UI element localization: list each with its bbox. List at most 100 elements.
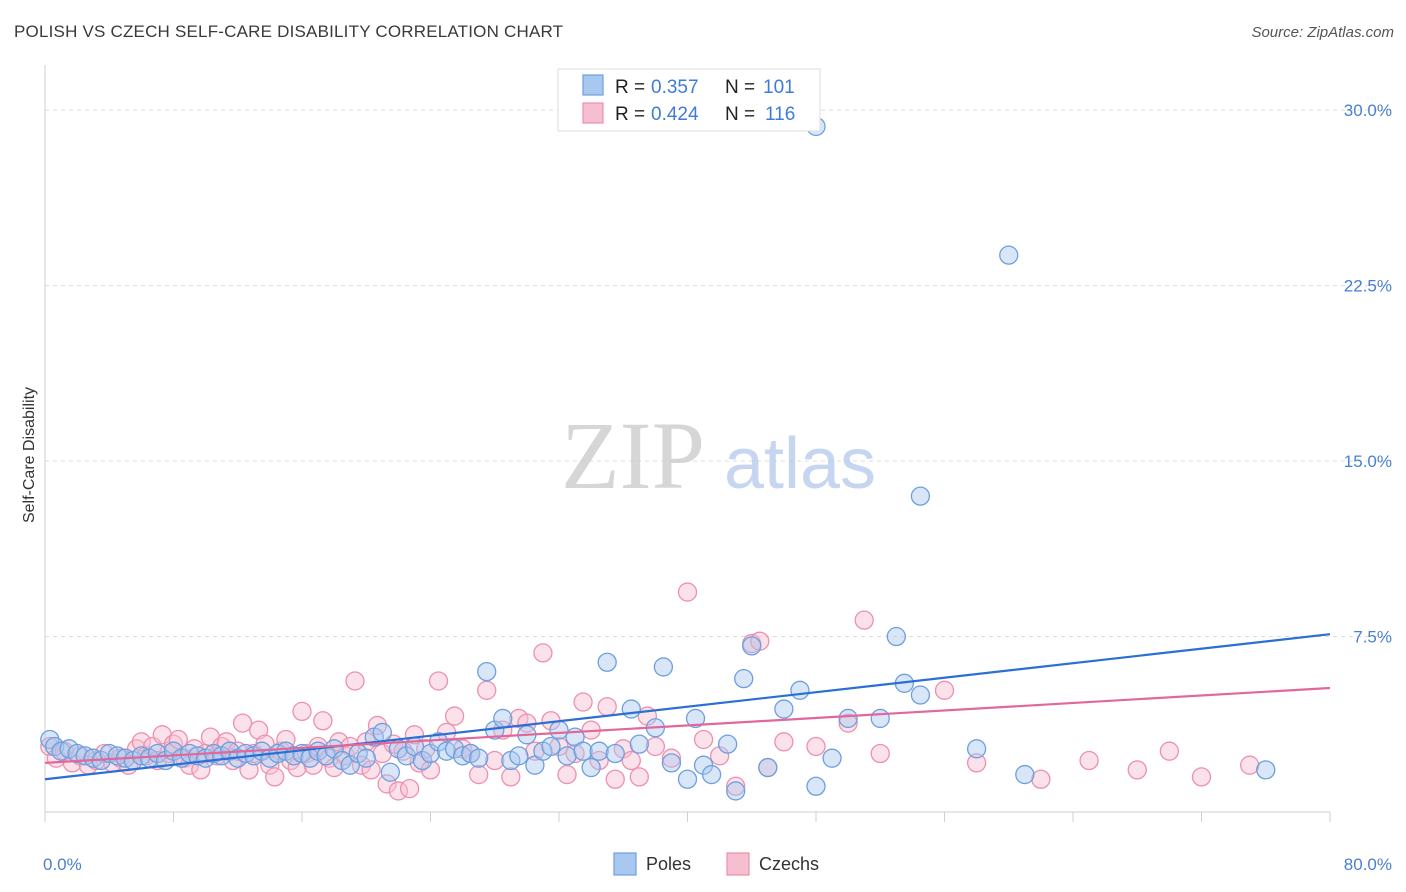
poles-point-57 [493, 708, 513, 729]
czechs-point-83 [557, 764, 577, 785]
poles-point-87 [790, 680, 810, 700]
bottom-legend: Poles Czechs [613, 852, 819, 876]
poles-point-2 [51, 741, 71, 761]
poles-point-77 [677, 769, 698, 789]
poles-point-83 [734, 668, 754, 689]
poles-point-98 [966, 739, 987, 759]
poles-point-63 [541, 736, 561, 757]
czechs-point-72 [469, 764, 489, 785]
czechs-point-105 [838, 713, 858, 733]
czechs-point-109 [966, 753, 987, 773]
poles-point-40 [356, 748, 376, 768]
trend-lines [44, 633, 1331, 781]
poles-point-70 [597, 652, 617, 672]
watermark-zip: ZIP [561, 402, 705, 509]
bottom-legend-swatch-poles [613, 852, 637, 876]
poles-point-43 [380, 762, 400, 782]
czechs-point-99 [726, 776, 746, 796]
legend-n-value-czechs: 116 [765, 104, 795, 125]
chart-source: Source: ZipAtlas.com [1251, 24, 1394, 41]
poles-point-86 [774, 699, 794, 719]
poles-point-78 [685, 708, 706, 729]
poles-point-96 [910, 486, 931, 506]
poles-point-92 [886, 626, 906, 647]
poles-point-84 [742, 636, 762, 656]
poles-point-80 [701, 764, 722, 785]
czechs-point-92 [629, 767, 649, 787]
czechs-point-91 [621, 750, 641, 771]
czechs-points [40, 582, 1260, 801]
czechs-point-97 [693, 729, 714, 750]
poles-point-99 [1015, 764, 1035, 785]
czechs-point-76 [501, 767, 521, 787]
legend-swatch-czechs [582, 102, 604, 124]
x-tick-label-0: 0.0% [43, 855, 82, 874]
poles-point-14 [147, 743, 168, 764]
poles-point-91 [870, 708, 890, 729]
poles-points [40, 116, 1276, 801]
poles-point-68 [581, 757, 601, 778]
bottom-legend-swatch-czechs [726, 852, 750, 876]
poles-point-94 [910, 685, 931, 705]
czechs-point-67 [428, 671, 449, 691]
tick-labels: 7.5% 15.0% 22.5% 30.0% 0.0% 80.0% [43, 101, 1392, 874]
czechs-point-114 [1191, 767, 1212, 787]
poles-point-52 [452, 746, 473, 766]
czechs-point-96 [677, 582, 698, 602]
czechs-point-62 [399, 778, 420, 799]
czechs-point-69 [444, 706, 465, 726]
czechs-point-106 [854, 610, 874, 630]
legend-r-value-poles: 0.357 [651, 77, 699, 98]
axes [44, 65, 1331, 822]
czechs-point-84 [565, 743, 585, 764]
poles-point-97 [999, 245, 1019, 265]
czechs-point-94 [645, 736, 666, 757]
czechs-point-112 [1127, 760, 1147, 780]
czechs-point-0 [40, 736, 60, 757]
legend-r-label-czechs: R = [615, 104, 645, 125]
y-tick-label-3: 30.0% [1344, 101, 1392, 120]
legend: R = 0.357 N = 101 R = 0.424 N = 116 [557, 68, 821, 132]
poles-point-73 [629, 734, 649, 754]
poles-point-72 [621, 699, 641, 719]
y-axis-label: Self-Care Disability [21, 387, 38, 523]
poles-point-81 [718, 734, 738, 754]
poles-point-59 [509, 746, 529, 766]
y-tick-label-1: 15.0% [1344, 452, 1392, 471]
czechs-point-104 [806, 736, 826, 757]
legend-n-label-poles: N = [725, 77, 755, 98]
chart-title: POLISH VS CZECH SELF-CARE DISABILITY COR… [14, 22, 564, 41]
czechs-point-107 [870, 743, 890, 764]
czechs-point-95 [661, 748, 682, 768]
czechs-point-73 [477, 680, 497, 700]
czechs-trend-line [44, 686, 1331, 764]
poles-point-75 [653, 657, 674, 677]
legend-r-value-czechs: 0.424 [651, 104, 699, 125]
poles-point-100 [1256, 760, 1276, 780]
poles-point-69 [589, 741, 609, 761]
czechs-point-108 [934, 680, 955, 700]
x-tick-label-1: 80.0% [1344, 855, 1392, 874]
poles-point-82 [726, 781, 746, 801]
poles-point-85 [758, 757, 778, 778]
czechs-point-55 [361, 760, 381, 780]
legend-n-label-czechs: N = [725, 104, 755, 125]
bottom-legend-label-poles: Poles [646, 854, 691, 874]
poles-point-88 [806, 776, 826, 796]
watermark-atlas: atlas [724, 424, 876, 504]
czechs-point-85 [573, 692, 593, 712]
czechs-point-74 [485, 750, 505, 771]
czechs-point-52 [345, 671, 365, 691]
bottom-legend-label-czechs: Czechs [759, 854, 819, 874]
poles-point-55 [477, 661, 497, 682]
czechs-point-113 [1159, 741, 1180, 761]
legend-r-label-poles: R = [615, 77, 645, 98]
poles-point-54 [469, 748, 489, 768]
czechs-point-46 [313, 711, 333, 731]
czechs-point-88 [597, 697, 617, 717]
czechs-point-31 [232, 713, 253, 733]
poles-point-47 [412, 750, 433, 771]
poles-point-65 [557, 746, 577, 766]
czechs-point-42 [292, 701, 312, 722]
